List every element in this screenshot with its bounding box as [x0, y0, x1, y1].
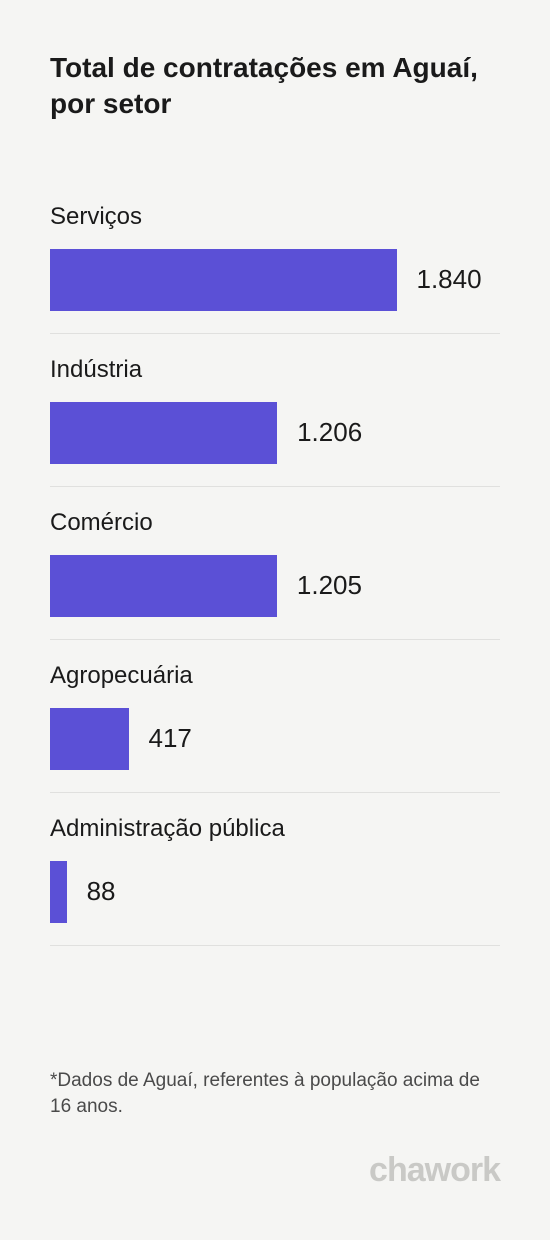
bar	[50, 861, 67, 923]
chart-row: Agropecuária 417	[50, 662, 500, 793]
bar-chart: Serviços 1.840 Indústria 1.206 Comércio …	[50, 203, 500, 1048]
bar-line: 88	[50, 861, 500, 923]
bar	[50, 555, 277, 617]
bar-line: 1.205	[50, 555, 500, 617]
category-label: Agropecuária	[50, 662, 500, 690]
chart-title: Total de contratações em Aguaí, por seto…	[50, 50, 500, 123]
chart-row: Serviços 1.840	[50, 203, 500, 334]
chart-row: Indústria 1.206	[50, 356, 500, 487]
bar-line: 1.206	[50, 402, 500, 464]
bar-value: 1.205	[297, 570, 362, 601]
category-label: Serviços	[50, 203, 500, 231]
bar	[50, 249, 397, 311]
chart-row: Comércio 1.205	[50, 509, 500, 640]
bar-value: 417	[149, 723, 192, 754]
category-label: Comércio	[50, 509, 500, 537]
category-label: Indústria	[50, 356, 500, 384]
footnote: *Dados de Aguaí, referentes à população …	[50, 1068, 500, 1121]
bar-value: 88	[87, 876, 116, 907]
bar	[50, 708, 129, 770]
brand-logo: chawork	[50, 1151, 500, 1190]
bar-value: 1.206	[297, 417, 362, 448]
bar-value: 1.840	[417, 264, 482, 295]
chart-row: Administração pública 88	[50, 815, 500, 946]
bar-line: 417	[50, 708, 500, 770]
category-label: Administração pública	[50, 815, 500, 843]
bar-line: 1.840	[50, 249, 500, 311]
bar	[50, 402, 277, 464]
